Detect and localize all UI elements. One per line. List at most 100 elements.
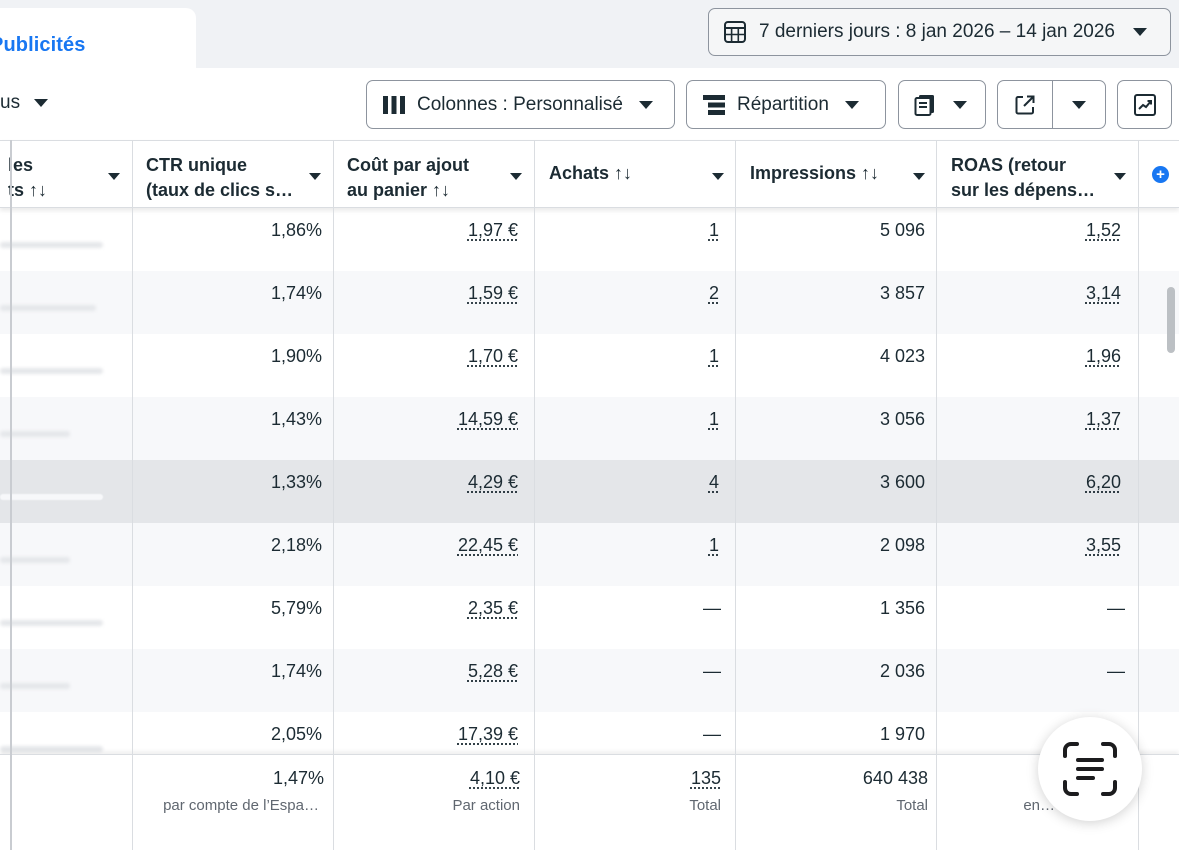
- cell-purchases[interactable]: 1: [708, 220, 719, 240]
- view-selector[interactable]: us: [0, 92, 49, 114]
- cell-cost-per-add[interactable]: 14,59 €: [457, 409, 518, 429]
- column-header-impressions[interactable]: Impressions ↑↓: [736, 141, 937, 208]
- cell-purchases[interactable]: 1: [708, 346, 719, 366]
- export-button[interactable]: [998, 81, 1052, 128]
- redacted-name: [0, 557, 70, 563]
- chevron-down-icon: [638, 100, 653, 109]
- column-header-line: les: [8, 155, 34, 175]
- total-ctr: 1,47%: [272, 768, 324, 788]
- date-range-button[interactable]: 7 derniers jours : 8 jan 2026 – 14 jan 2…: [708, 8, 1171, 56]
- cell-ctr: 1,33%: [270, 472, 322, 492]
- chevron-down-icon[interactable]: [712, 173, 724, 180]
- column-header-purchases[interactable]: Achats ↑↓: [535, 141, 736, 208]
- cell-ctr: 5,79%: [270, 598, 322, 618]
- cell-impressions: 4 023: [879, 346, 925, 366]
- column-header-roas[interactable]: ROAS (retour sur les dépens…: [937, 141, 1138, 208]
- cell-ctr: 1,43%: [270, 409, 322, 429]
- chevron-down-icon[interactable]: [108, 173, 120, 180]
- chevron-down-icon[interactable]: [309, 173, 321, 180]
- cell-cost-per-add[interactable]: 1,59 €: [467, 283, 518, 303]
- chevron-down-icon: [844, 100, 859, 109]
- cell-roas[interactable]: 1,52: [1085, 220, 1121, 240]
- redacted-name: [0, 242, 103, 248]
- chevron-down-icon: [1132, 28, 1147, 36]
- text-scan-icon: [1063, 742, 1117, 796]
- cell-purchases: —: [703, 661, 721, 681]
- cell-cost-per-add[interactable]: 17,39 €: [457, 724, 518, 744]
- vertical-scrollbar[interactable]: [1167, 287, 1175, 353]
- cell-purchases[interactable]: 1: [708, 409, 719, 429]
- cell-cost-per-add[interactable]: 2,35 €: [467, 598, 518, 618]
- cell-purchases[interactable]: 2: [708, 283, 719, 303]
- tab-publicites[interactable]: Publicités: [0, 8, 196, 70]
- cell-roas[interactable]: 3,14: [1085, 283, 1121, 303]
- table-row[interactable]: 1,90% 1,70 € 1 4 023 1,96: [0, 334, 1179, 397]
- chevron-down-icon[interactable]: [913, 173, 925, 180]
- table-row[interactable]: 1,86% 1,97 € 1 5 096 1,52: [0, 208, 1179, 271]
- redacted-name: [0, 683, 70, 689]
- table-row[interactable]: 1,74% 1,59 € 2 3 857 3,14: [0, 271, 1179, 334]
- cell-impressions: 3 857: [879, 283, 925, 303]
- cell-ctr: 2,05%: [270, 724, 322, 744]
- column-header-ctr[interactable]: CTR unique (taux de clics s…: [132, 141, 333, 208]
- cell-roas[interactable]: 1,37: [1085, 409, 1121, 429]
- column-header-line: Achats ↑↓: [549, 163, 633, 183]
- table-row-highlighted[interactable]: 1,33% 4,29 € 4 3 600 6,20: [0, 460, 1179, 523]
- column-header-results[interactable]: les ts ↑↓: [0, 141, 132, 208]
- calendar-icon: [724, 21, 746, 43]
- breakdown-label: Répartition: [737, 93, 829, 115]
- cell-roas[interactable]: 1,96: [1085, 346, 1121, 366]
- cell-ctr: 1,74%: [270, 283, 322, 303]
- table-row[interactable]: 5,79% 2,35 € — 1 356 —: [0, 586, 1179, 649]
- column-separator: [132, 140, 133, 850]
- total-ctr-sub: par compte de l’Espa…: [163, 797, 319, 814]
- cell-cost-per-add[interactable]: 4,29 €: [467, 472, 518, 492]
- chart-button[interactable]: [1117, 80, 1172, 129]
- trend-chart-icon: [1133, 93, 1156, 116]
- cell-ctr: 1,74%: [270, 661, 322, 681]
- add-column-icon[interactable]: +: [1152, 166, 1169, 183]
- cell-cost-per-add[interactable]: 1,70 €: [467, 346, 518, 366]
- column-header-line: Impressions ↑↓: [750, 163, 880, 183]
- columns-button[interactable]: Colonnes : Personnalisé: [366, 80, 675, 129]
- text-scan-button[interactable]: [1038, 717, 1142, 821]
- column-header-cost-per-add-to-cart[interactable]: Coût par ajout au panier ↑↓: [333, 141, 534, 208]
- column-header-line: (taux de clics s…: [146, 180, 294, 200]
- reports-button[interactable]: [898, 80, 986, 129]
- cell-cost-per-add[interactable]: 1,97 €: [467, 220, 518, 240]
- cell-roas[interactable]: 6,20: [1085, 472, 1121, 492]
- cell-purchases[interactable]: 4: [708, 472, 719, 492]
- breakdown-icon: [703, 94, 725, 115]
- table-row[interactable]: 2,05% 17,39 € — 1 970: [0, 712, 1179, 775]
- total-cost-per-add[interactable]: 4,10 €: [469, 768, 520, 788]
- column-header-line: ROAS (retour: [951, 155, 1067, 175]
- cell-roas[interactable]: 3,55: [1085, 535, 1121, 555]
- chevron-down-icon[interactable]: [1114, 173, 1126, 180]
- total-purchases[interactable]: 135: [690, 768, 721, 788]
- cell-purchases: —: [703, 598, 721, 618]
- column-separator: [735, 140, 736, 850]
- column-separator: [534, 140, 535, 850]
- tab-label: Publicités: [0, 34, 86, 56]
- redacted-name: [0, 368, 103, 374]
- cell-cost-per-add[interactable]: 22,45 €: [457, 535, 518, 555]
- redacted-name: [0, 746, 103, 752]
- cell-impressions: 1 356: [879, 598, 925, 618]
- cell-cost-per-add[interactable]: 5,28 €: [467, 661, 518, 681]
- column-separator: [10, 140, 12, 850]
- export-dropdown[interactable]: [1051, 81, 1106, 128]
- cell-purchases[interactable]: 1: [708, 535, 719, 555]
- cell-impressions: 3 056: [879, 409, 925, 429]
- table-row[interactable]: 1,74% 5,28 € — 2 036 —: [0, 649, 1179, 712]
- columns-label: Colonnes : Personnalisé: [417, 93, 623, 115]
- column-header-line: ts ↑↓: [8, 180, 48, 200]
- table-row[interactable]: 1,43% 14,59 € 1 3 056 1,37: [0, 397, 1179, 460]
- chevron-down-icon[interactable]: [510, 173, 522, 180]
- column-separator: [1138, 140, 1139, 850]
- total-impressions: 640 438: [862, 768, 928, 788]
- table-row[interactable]: 2,18% 22,45 € 1 2 098 3,55: [0, 523, 1179, 586]
- export-icon: [1015, 95, 1035, 114]
- cell-ctr: 2,18%: [270, 535, 322, 555]
- breakdown-button[interactable]: Répartition: [686, 80, 886, 129]
- view-selector-label: us: [0, 92, 21, 113]
